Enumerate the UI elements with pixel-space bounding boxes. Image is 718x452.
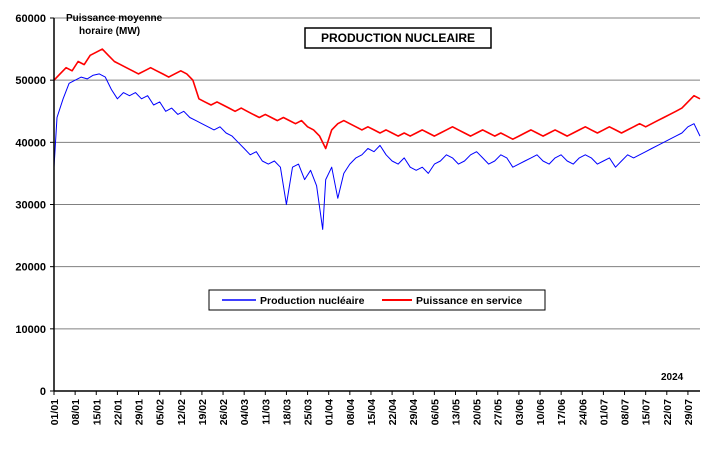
x-tick-label: 22/04 — [387, 399, 399, 425]
x-tick-label: 08/07 — [620, 399, 632, 425]
x-tick-label: 11/03 — [260, 399, 272, 425]
series-line-puissance — [53, 48, 701, 150]
x-tick-label: 25/03 — [303, 399, 315, 425]
x-tick-label: 22/07 — [662, 399, 674, 425]
series-line-production — [53, 73, 701, 230]
x-axis-ticks: 01/01 08/01 15/01 22/01 29/01 05/02 12/02 19/02… — [49, 391, 695, 425]
x-tick-label: 08/01 — [70, 399, 82, 425]
y-tick-label: 30000 — [15, 200, 46, 212]
x-tick-label: 08/04 — [345, 399, 357, 425]
year-label: 2024 — [661, 372, 684, 383]
x-tick-label: 15/07 — [641, 399, 653, 425]
x-tick-label: 01/07 — [598, 399, 610, 425]
x-tick-label: 26/02 — [218, 399, 230, 425]
series-lines — [53, 48, 701, 230]
x-tick-label: 01/04 — [324, 399, 336, 425]
x-tick-label: 19/02 — [197, 399, 209, 425]
y-axis-label-line1: Puissance moyenne — [66, 13, 163, 24]
y-tick-label: 40000 — [15, 137, 46, 149]
y-axis-label-line2: horaire (MW) — [79, 26, 140, 37]
x-tick-label: 13/05 — [450, 399, 462, 425]
x-tick-label: 06/05 — [429, 399, 441, 425]
y-tick-label: 0 — [40, 386, 46, 398]
x-tick-label: 15/01 — [91, 399, 103, 425]
axes — [53, 18, 700, 392]
x-tick-label: 03/06 — [514, 399, 526, 425]
x-tick-label: 29/04 — [408, 399, 420, 425]
chart-title-box: PRODUCTION NUCLEAIRE — [304, 27, 492, 49]
x-tick-label: 10/06 — [535, 399, 547, 425]
x-tick-label: 15/04 — [366, 399, 378, 425]
x-tick-label: 24/06 — [577, 399, 589, 425]
x-tick-label: 20/05 — [472, 399, 484, 425]
x-tick-label: 29/01 — [134, 399, 146, 425]
y-tick-label: 50000 — [15, 75, 46, 87]
x-tick-label: 18/03 — [281, 399, 293, 425]
y-tick-label: 10000 — [15, 324, 46, 336]
legend: Production nucléaire Puissance en servic… — [208, 289, 546, 311]
chart-title: PRODUCTION NUCLEAIRE — [321, 31, 475, 45]
x-tick-label: 04/03 — [239, 399, 251, 425]
y-tick-label: 20000 — [15, 262, 46, 274]
x-tick-label: 22/01 — [112, 399, 124, 425]
x-tick-label: 27/05 — [493, 399, 505, 425]
x-tick-label: 17/06 — [556, 399, 568, 425]
y-axis-ticks: 0 10000 20000 30000 40000 50000 60000 — [15, 13, 54, 398]
legend-label-production: Production nucléaire — [260, 295, 365, 307]
x-tick-label: 05/02 — [155, 399, 167, 425]
x-tick-label: 01/01 — [49, 399, 61, 425]
x-tick-label: 29/07 — [683, 399, 695, 425]
y-tick-label: 60000 — [15, 13, 46, 25]
grid — [54, 17, 700, 330]
x-tick-label: 12/02 — [176, 399, 188, 425]
legend-label-puissance: Puissance en service — [416, 295, 522, 307]
